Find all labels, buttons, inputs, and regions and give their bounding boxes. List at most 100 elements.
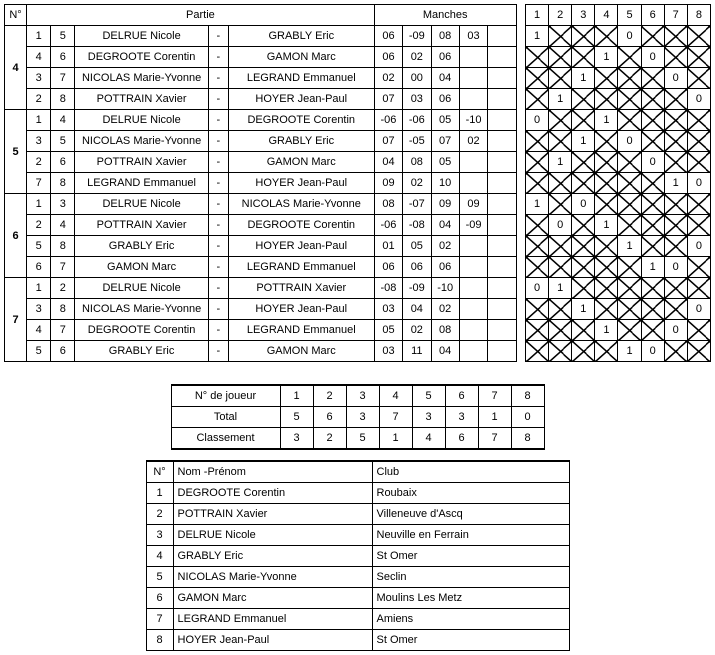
manche-cell [459, 278, 487, 299]
manche-cell [488, 110, 516, 131]
manche-cell: 11 [403, 341, 431, 362]
header-score-col: 3 [572, 5, 595, 26]
roster-club: Seclin [372, 567, 569, 588]
player2-name: POTTRAIN Xavier [228, 278, 374, 299]
score-cell-cross [526, 131, 549, 152]
dash: - [208, 47, 228, 68]
score-cell-cross [526, 341, 549, 362]
player1-number: 2 [27, 89, 51, 110]
score-cell-cross [687, 47, 710, 68]
score-cell: 0 [641, 152, 664, 173]
header-score-col: 4 [595, 5, 618, 26]
header-score-col: 6 [641, 5, 664, 26]
manche-cell [459, 341, 487, 362]
manche-cell: 08 [431, 320, 459, 341]
score-cell-cross [549, 299, 572, 320]
score-cell-cross [526, 299, 549, 320]
score-cell: 0 [641, 341, 664, 362]
manche-cell: 04 [431, 68, 459, 89]
summary-rank: 5 [346, 428, 379, 450]
roster-header-club: Club [372, 461, 569, 483]
manche-cell: 07 [374, 131, 402, 152]
score-cell-cross [664, 26, 687, 47]
header-n: N° [5, 5, 27, 26]
manche-cell: 09 [431, 194, 459, 215]
summary-col: 7 [478, 385, 511, 407]
score-cell-cross [549, 236, 572, 257]
summary-total: 0 [511, 407, 544, 428]
group-number: 4 [5, 26, 27, 110]
player1-name: GRABLY Eric [75, 236, 208, 257]
summary-total: 3 [445, 407, 478, 428]
player1-name: LEGRAND Emmanuel [75, 173, 208, 194]
summary-total: 3 [412, 407, 445, 428]
score-cell-cross [526, 68, 549, 89]
manche-cell: 05 [374, 320, 402, 341]
player1-number: 7 [27, 173, 51, 194]
roster-name: GAMON Marc [173, 588, 372, 609]
score-cell-cross [526, 320, 549, 341]
manche-cell: -07 [403, 194, 431, 215]
summary-total: 3 [346, 407, 379, 428]
manche-cell: 09 [459, 194, 487, 215]
manche-cell [459, 47, 487, 68]
summary-col: 6 [445, 385, 478, 407]
manche-cell: 02 [403, 320, 431, 341]
manche-cell: 02 [403, 173, 431, 194]
score-cell: 1 [618, 341, 641, 362]
player2-number: 5 [51, 131, 75, 152]
manche-cell [488, 341, 516, 362]
score-cell: 1 [549, 152, 572, 173]
player1-number: 3 [27, 131, 51, 152]
score-cell-cross [595, 131, 618, 152]
summary-total-label: Total [171, 407, 280, 428]
score-cell-cross [618, 194, 641, 215]
manche-cell: 07 [374, 89, 402, 110]
roster-n: 4 [146, 546, 173, 567]
manche-cell: 06 [431, 47, 459, 68]
score-cell-cross [618, 173, 641, 194]
roster-n: 8 [146, 630, 173, 651]
manche-cell: -10 [459, 110, 487, 131]
summary-col: 2 [313, 385, 346, 407]
summary-col: 1 [280, 385, 313, 407]
score-cell: 1 [526, 194, 549, 215]
manche-cell: -05 [403, 131, 431, 152]
manche-cell: 06 [431, 257, 459, 278]
player2-name: DEGROOTE Corentin [228, 215, 374, 236]
player1-number: 1 [27, 110, 51, 131]
manche-cell: 06 [431, 89, 459, 110]
player1-number: 1 [27, 26, 51, 47]
summary-rank: 1 [379, 428, 412, 450]
player2-number: 8 [51, 173, 75, 194]
score-cell-cross [664, 131, 687, 152]
manche-cell: 03 [374, 299, 402, 320]
score-cell: 0 [687, 89, 710, 110]
roster-n: 7 [146, 609, 173, 630]
score-cell-cross [549, 110, 572, 131]
player2-number: 2 [51, 278, 75, 299]
manche-cell: -10 [431, 278, 459, 299]
roster-table: N°Nom -PrénomClub1DEGROOTE CorentinRouba… [146, 460, 570, 651]
manche-cell: 02 [431, 299, 459, 320]
player2-number: 4 [51, 215, 75, 236]
score-cell: 1 [595, 320, 618, 341]
dash: - [208, 215, 228, 236]
score-cell-cross [526, 173, 549, 194]
score-cell-cross [549, 341, 572, 362]
score-cell-cross [641, 236, 664, 257]
score-cell-cross [687, 194, 710, 215]
roster-club: Villeneuve d'Ascq [372, 504, 569, 525]
dash: - [208, 131, 228, 152]
player1-name: GRABLY Eric [75, 341, 208, 362]
score-cell-cross [641, 278, 664, 299]
score-cell-cross [549, 26, 572, 47]
score-cell-cross [687, 341, 710, 362]
manche-cell [459, 257, 487, 278]
dash: - [208, 278, 228, 299]
manche-cell: 04 [431, 215, 459, 236]
manche-cell: 10 [431, 173, 459, 194]
score-cell-cross [595, 299, 618, 320]
manche-cell: 04 [403, 299, 431, 320]
score-cell: 1 [549, 89, 572, 110]
